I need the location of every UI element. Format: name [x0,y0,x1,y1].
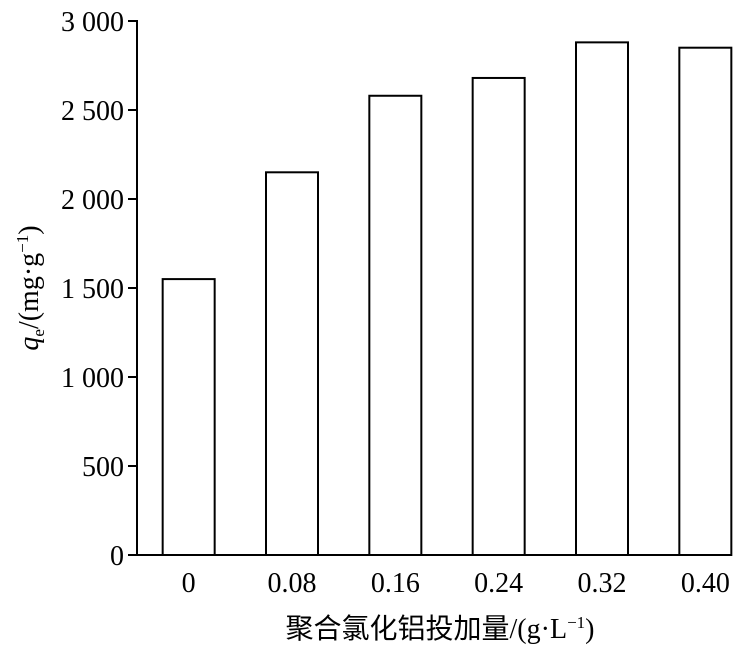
x-tick-label: 0.32 [578,568,627,599]
y-label-part: −1 [13,235,32,253]
y-label-part: ) [14,225,45,234]
x-tick-label: 0.24 [474,568,523,599]
y-tick-label: 1 000 [61,363,124,394]
x-axis-label: 聚合氯化铝投加量/(g·L−1) [286,613,595,645]
bar [265,171,319,557]
x-tick-label: 0 [182,568,196,599]
y-tick-label: 0 [110,541,124,572]
y-label-part: e [29,329,48,337]
bar [678,46,733,556]
y-tick-label: 1 500 [61,274,124,305]
y-tick-label: 2 500 [61,96,124,127]
y-tick-label: 3 000 [61,7,124,38]
y-label-part: /(mg·g [14,253,45,329]
x-tick-label: 0.08 [268,568,317,599]
x-label-part: 聚合氯化铝投加量/(g·L [286,613,568,645]
x-label-part: ) [585,614,594,645]
x-label-part: −1 [567,613,585,632]
bar [368,94,423,556]
bar [471,76,526,557]
y-tick-label: 2 000 [61,185,124,216]
y-label-part: q [14,337,45,351]
bar [161,278,216,556]
x-tick-label: 0.40 [681,568,730,599]
y-tick-label: 500 [82,452,124,483]
y-axis-label: qe/(mg·g−1) [13,225,48,350]
x-tick-label: 0.16 [371,568,420,599]
bar [575,41,629,557]
